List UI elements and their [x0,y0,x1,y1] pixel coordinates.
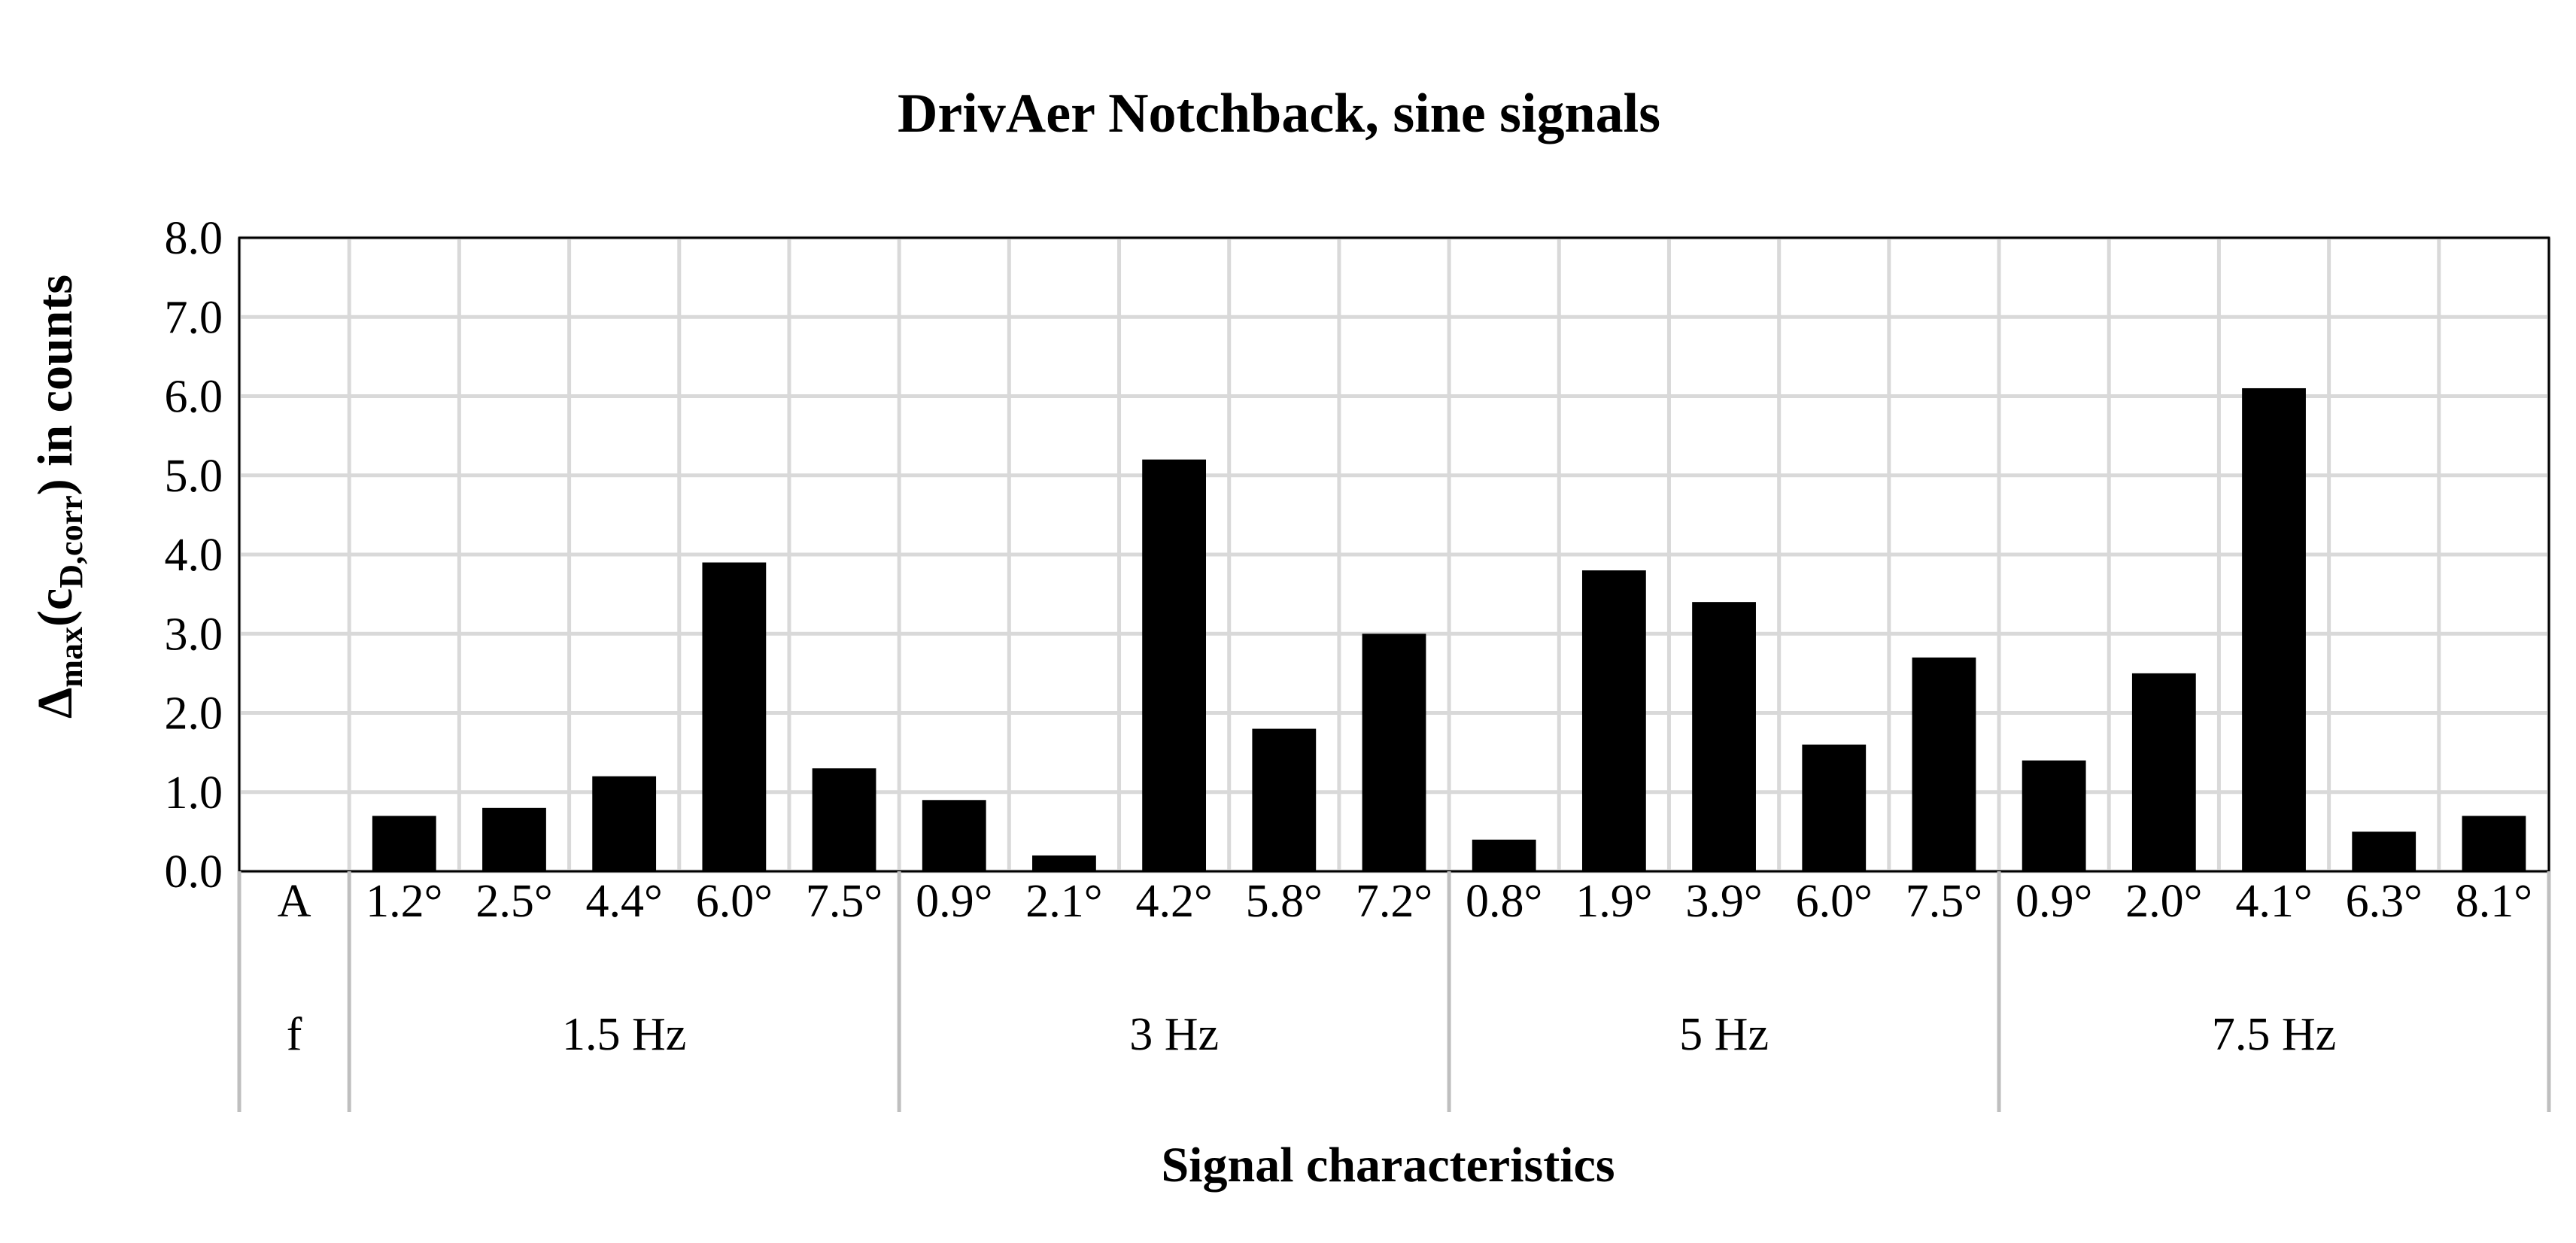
bar [1252,728,1317,871]
y-tick-label: 6.0 [165,372,223,423]
y-tick-label: 7.0 [165,292,223,343]
bar [2242,387,2306,871]
x-tick-label: 1.2° [366,876,442,927]
bar [1802,744,1867,871]
bar [1472,839,1536,871]
bar [592,776,657,871]
y-tick-label: 8.0 [165,213,223,264]
group-label: 3 Hz [1129,1009,1219,1060]
y-axis-label-sub: max [53,627,90,688]
bar [1692,602,1756,871]
x-tick-label: 0.8° [1466,876,1542,927]
y-axis-label-end: ) in counts [28,275,83,495]
x-tick-label: 2.1° [1025,876,1102,927]
y-axis-label-main: Δ [28,688,83,719]
bar [1912,657,1976,871]
row-label-frequency: f [287,1009,302,1060]
bar [702,562,767,871]
category-table: 1.2° 2.5° 4.4° 6.0° 7.5° 1.5 Hz 0.9° 2.1° 4.2° 5.… [237,871,2551,1112]
x-tick-label: 5.8° [1246,876,1323,927]
x-tick-label: 7.2° [1356,876,1432,927]
group-label: 7.5 Hz [2212,1009,2336,1060]
bar [2352,831,2417,871]
x-tick-label: 2.0° [2125,876,2202,927]
x-tick-label: 3.9° [1685,876,1762,927]
x-axis-label: Signal characteristics [1161,1138,1615,1193]
y-tick-label: 5.0 [165,451,223,502]
row-label-amplitude: A [278,876,311,927]
bar [1581,570,1646,871]
x-tick-label: 6.0° [696,876,773,927]
x-tick-label: 1.9° [1575,876,1652,927]
bar [372,816,436,871]
y-tick-label: 2.0 [165,688,223,740]
bar [2131,673,2196,871]
y-tick-label: 4.0 [165,530,223,581]
y-axis-label-sub2: D,corr [53,495,90,588]
chart-title: DrivAer Notchback, sine signals [898,83,1660,144]
x-tick-label: 7.5° [1906,876,1982,927]
bar [482,807,546,871]
x-tick-label: 0.9° [916,876,992,927]
x-tick-label: 4.2° [1135,876,1212,927]
bar [1362,634,1426,871]
bar [922,800,986,871]
group-label: 1.5 Hz [562,1009,686,1060]
y-tick-labels: 0.0 1.0 2.0 3.0 4.0 5.0 6.0 7.0 8.0 [165,213,223,898]
bar [812,768,876,871]
svg-text:Δmax(cD,corr) in counts: Δmax(cD,corr) in counts [28,275,90,719]
x-tick-label: 6.3° [2346,876,2423,927]
x-tick-label: 6.0° [1796,876,1873,927]
y-axis-label-mid: (c [28,588,83,627]
group-label: 5 Hz [1679,1009,1769,1060]
grid [237,236,2551,874]
y-axis-label: Δmax(cD,corr) in counts [28,275,90,719]
bar [1032,855,1096,871]
bar [2022,760,2086,871]
x-tick-label: 4.4° [586,876,663,927]
bars [372,387,2526,871]
y-tick-label: 1.0 [165,767,223,819]
x-tick-label: 0.9° [2016,876,2092,927]
x-tick-label: 8.1° [2456,876,2532,927]
y-tick-label: 0.0 [165,846,223,898]
bar [2462,816,2526,871]
bar [1142,459,1207,871]
y-tick-label: 3.0 [165,609,223,660]
x-tick-label: 7.5° [806,876,882,927]
x-tick-label: 2.5° [475,876,552,927]
x-tick-label: 4.1° [2235,876,2312,927]
